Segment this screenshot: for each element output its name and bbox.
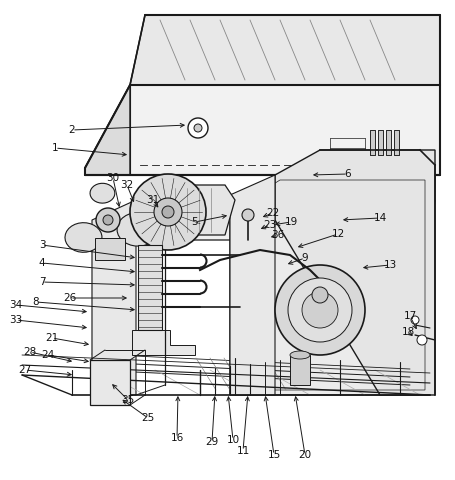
- Text: 17: 17: [403, 311, 416, 321]
- Text: 35: 35: [121, 395, 134, 405]
- Polygon shape: [85, 85, 130, 175]
- Polygon shape: [131, 330, 195, 355]
- Text: 31: 31: [146, 195, 159, 205]
- Polygon shape: [369, 130, 374, 155]
- Polygon shape: [377, 130, 382, 155]
- Polygon shape: [155, 185, 234, 235]
- Text: 19: 19: [284, 217, 297, 227]
- Text: 15: 15: [267, 450, 280, 460]
- Text: 21: 21: [46, 333, 59, 343]
- Circle shape: [96, 208, 120, 232]
- Text: 1: 1: [51, 143, 58, 153]
- Polygon shape: [385, 130, 390, 155]
- Text: 5: 5: [191, 217, 198, 227]
- Text: 28: 28: [23, 347, 36, 357]
- Text: 18: 18: [400, 327, 414, 337]
- Circle shape: [187, 118, 207, 138]
- Text: 36: 36: [271, 230, 284, 240]
- Text: 20: 20: [298, 450, 311, 460]
- Text: 30: 30: [106, 173, 119, 183]
- Text: 6: 6: [344, 169, 350, 179]
- Text: 24: 24: [41, 350, 55, 360]
- Polygon shape: [138, 245, 162, 330]
- Polygon shape: [393, 130, 398, 155]
- Text: 14: 14: [373, 213, 386, 223]
- Text: 16: 16: [170, 433, 183, 443]
- Text: 32: 32: [120, 180, 133, 190]
- Circle shape: [416, 335, 426, 345]
- Polygon shape: [130, 15, 439, 85]
- Polygon shape: [229, 175, 274, 395]
- Polygon shape: [95, 238, 125, 260]
- Text: 2: 2: [69, 125, 75, 135]
- Text: 33: 33: [10, 315, 23, 325]
- Text: 4: 4: [39, 258, 45, 268]
- Text: 3: 3: [39, 240, 45, 250]
- Circle shape: [193, 124, 202, 132]
- Text: 11: 11: [236, 446, 249, 456]
- Polygon shape: [274, 150, 434, 395]
- Text: 26: 26: [63, 293, 76, 303]
- Circle shape: [162, 206, 174, 218]
- Text: 29: 29: [205, 437, 218, 447]
- Circle shape: [311, 287, 327, 303]
- Text: 13: 13: [383, 260, 396, 270]
- Text: 8: 8: [33, 297, 39, 307]
- Text: 27: 27: [18, 365, 31, 375]
- Polygon shape: [92, 200, 434, 240]
- Circle shape: [301, 292, 337, 328]
- Text: 23: 23: [263, 220, 276, 230]
- Circle shape: [154, 198, 182, 226]
- Circle shape: [410, 316, 418, 324]
- Text: 9: 9: [301, 253, 308, 263]
- Polygon shape: [85, 85, 439, 175]
- Polygon shape: [229, 175, 434, 395]
- Circle shape: [103, 215, 113, 225]
- Circle shape: [274, 265, 364, 355]
- Polygon shape: [289, 355, 309, 385]
- Polygon shape: [117, 213, 159, 246]
- Polygon shape: [92, 200, 136, 395]
- Text: 7: 7: [39, 277, 45, 287]
- Text: 25: 25: [141, 413, 154, 423]
- Polygon shape: [92, 240, 130, 395]
- Text: 34: 34: [10, 300, 23, 310]
- Polygon shape: [90, 183, 115, 203]
- Circle shape: [288, 278, 351, 342]
- Ellipse shape: [289, 351, 309, 359]
- Polygon shape: [65, 223, 102, 252]
- Text: 22: 22: [266, 208, 279, 218]
- Circle shape: [130, 174, 206, 250]
- Text: 10: 10: [226, 435, 239, 445]
- Text: 12: 12: [331, 229, 344, 239]
- Polygon shape: [90, 360, 130, 405]
- Circle shape: [242, 209, 253, 221]
